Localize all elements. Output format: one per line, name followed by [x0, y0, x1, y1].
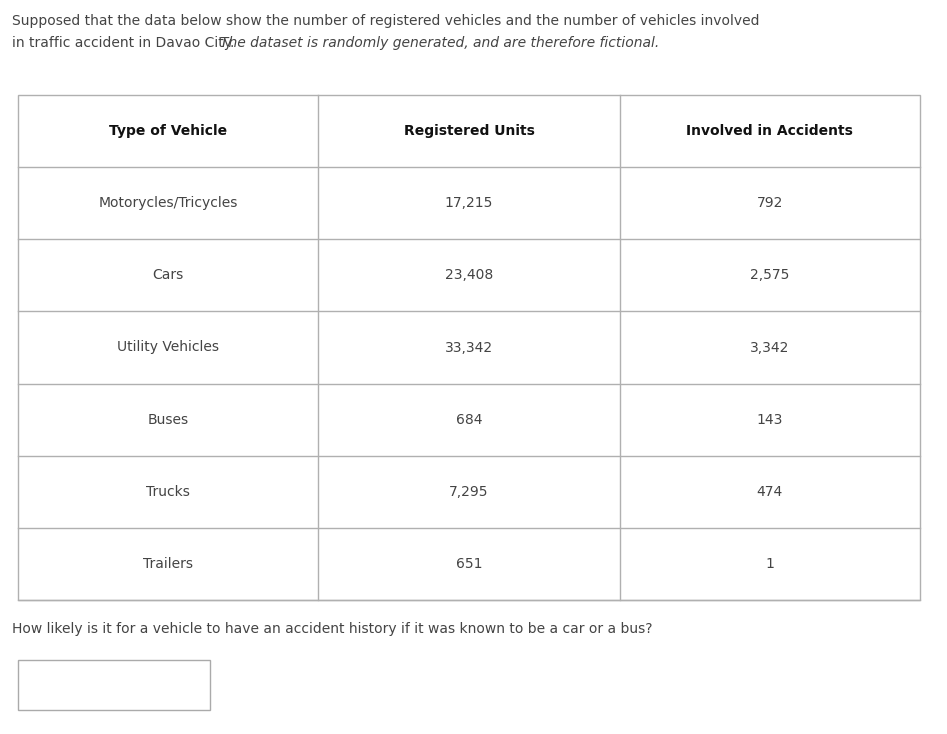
Text: 2,575: 2,575 [750, 269, 790, 283]
Text: 684: 684 [456, 413, 482, 426]
Text: 651: 651 [456, 557, 482, 571]
Text: 7,295: 7,295 [449, 484, 489, 499]
Text: Supposed that the data below show the number of registered vehicles and the numb: Supposed that the data below show the nu… [12, 14, 759, 28]
Text: 17,215: 17,215 [445, 196, 493, 210]
Text: Motorycles/Tricycles: Motorycles/Tricycles [98, 196, 238, 210]
Text: Involved in Accidents: Involved in Accidents [687, 124, 853, 138]
Bar [18, 660, 210, 710]
Text: 1: 1 [765, 557, 775, 571]
Text: Type of Vehicle: Type of Vehicle [109, 124, 227, 138]
Text: 3,342: 3,342 [750, 341, 790, 355]
Text: Buses: Buses [148, 413, 188, 426]
Text: Trucks: Trucks [146, 484, 190, 499]
Text: in traffic accident in Davao City.: in traffic accident in Davao City. [12, 36, 239, 50]
Text: Trailers: Trailers [143, 557, 193, 571]
Text: The dataset is randomly generated, and are therefore fictional.: The dataset is randomly generated, and a… [220, 36, 659, 50]
Text: 474: 474 [757, 484, 783, 499]
Text: How likely is it for a vehicle to have an accident history if it was known to be: How likely is it for a vehicle to have a… [12, 622, 652, 636]
Text: Cars: Cars [152, 269, 184, 283]
Text: 33,342: 33,342 [445, 341, 493, 355]
Text: 792: 792 [757, 196, 783, 210]
Text: Registered Units: Registered Units [403, 124, 534, 138]
Text: 143: 143 [757, 413, 783, 426]
Bar [18, 95, 920, 600]
Text: 23,408: 23,408 [445, 269, 493, 283]
Text: Utility Vehicles: Utility Vehicles [117, 341, 219, 355]
